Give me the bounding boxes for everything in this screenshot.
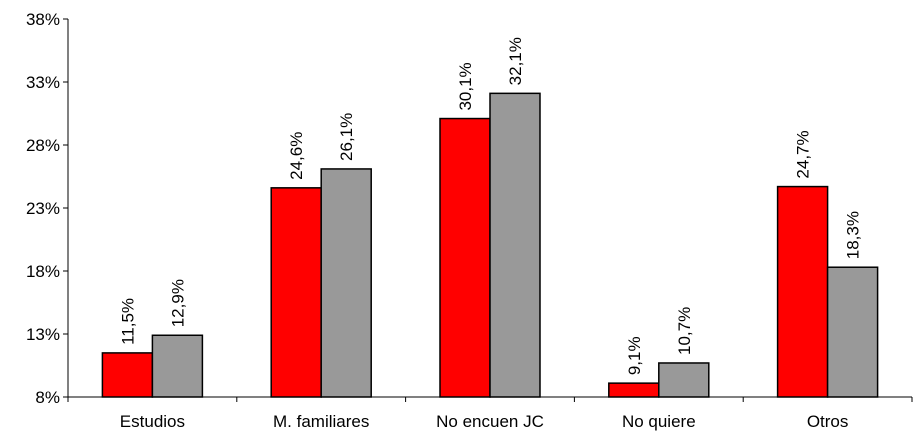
bar: [489, 92, 541, 398]
y-axis: 8% 13% 18% 23% 28% 33% 38%: [26, 10, 69, 407]
y-tick-label: 23%: [26, 199, 60, 218]
y-tick-label: 33%: [26, 73, 60, 92]
category-label: Estudios: [120, 412, 185, 431]
x-axis: Estudios M. familiares No encuen JC No quie…: [67, 396, 913, 431]
data-label: 24,7%: [794, 130, 813, 178]
y-tick-label: 18%: [26, 262, 60, 281]
data-label: 9,1%: [625, 336, 644, 375]
bar: [101, 352, 154, 398]
y-tick-label: 13%: [26, 325, 60, 344]
category-label: No quiere: [622, 412, 696, 431]
data-label: 26,1%: [337, 113, 356, 161]
data-label: 10,7%: [675, 307, 694, 355]
data-label: 18,3%: [844, 211, 863, 259]
bar: [270, 187, 322, 398]
bar: [658, 362, 710, 398]
category-label: Otros: [807, 412, 849, 431]
data-labels: 11,5% 24,6% 30,1% 9,1% 24,7% 12,9% 26,1% 32,1% 1…: [118, 37, 862, 375]
bar: [151, 334, 204, 398]
data-label: 11,5%: [118, 298, 137, 345]
data-label: 32,1%: [506, 37, 525, 85]
bar: [439, 117, 491, 398]
category-label: M. familiares: [273, 412, 369, 431]
y-tick-label: 28%: [26, 136, 60, 155]
data-label: 30,1%: [456, 62, 475, 110]
bar: [320, 168, 372, 398]
data-label: 12,9%: [168, 279, 187, 327]
bar: [776, 185, 829, 398]
bar: [826, 266, 879, 398]
y-tick-label: 38%: [26, 10, 60, 29]
bars: [101, 92, 879, 398]
data-label: 24,6%: [287, 132, 306, 180]
category-label: No encuen JC: [436, 412, 544, 431]
y-tick-label: 8%: [35, 388, 60, 407]
bar: [608, 382, 660, 398]
